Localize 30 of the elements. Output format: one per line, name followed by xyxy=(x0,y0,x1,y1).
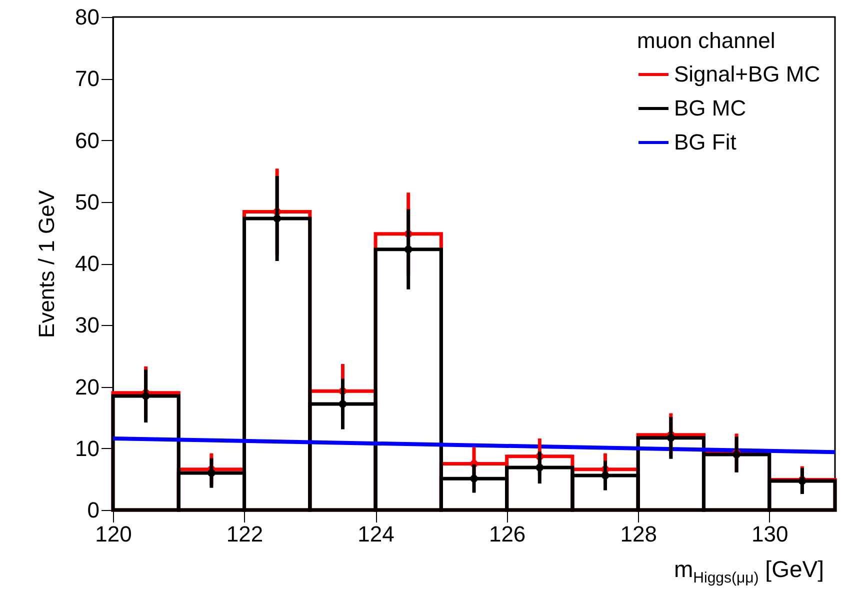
y-tick-label: 0 xyxy=(87,498,100,522)
legend-label: BG MC xyxy=(674,96,746,120)
point xyxy=(470,474,478,482)
point xyxy=(142,392,150,400)
x-axis-title: m$_{Higgs(μμ)}$ [GeV] xyxy=(674,556,824,587)
x-tick-label: 126 xyxy=(488,522,526,546)
point xyxy=(404,245,412,254)
point xyxy=(667,434,675,442)
y-tick-label: 20 xyxy=(75,374,100,400)
y-axis-title: Events / 1 GeV xyxy=(34,190,60,338)
y-tick-label: 10 xyxy=(75,436,100,461)
y-tick-label: 50 xyxy=(75,189,100,214)
y-tick-label: 60 xyxy=(75,128,100,153)
point xyxy=(601,472,610,480)
point xyxy=(536,464,544,472)
legend-label: Signal+BG MC xyxy=(674,62,820,86)
y-tick-label: 80 xyxy=(75,4,100,30)
x-tick-label: 130 xyxy=(752,522,788,546)
x-tick-label: 124 xyxy=(358,522,394,546)
y-tick-label: 70 xyxy=(75,66,100,92)
point xyxy=(273,214,281,222)
legend-title: muon channel xyxy=(637,28,776,53)
x-tick-label: 120 xyxy=(95,522,132,546)
point xyxy=(208,469,216,477)
point xyxy=(338,400,347,408)
y-tick-label: 30 xyxy=(75,312,100,338)
x-tick-label: 128 xyxy=(620,522,657,546)
legend-label: BG Fit xyxy=(674,130,736,154)
x-tick-label: 122 xyxy=(226,522,264,546)
y-tick-label: 40 xyxy=(75,251,100,276)
